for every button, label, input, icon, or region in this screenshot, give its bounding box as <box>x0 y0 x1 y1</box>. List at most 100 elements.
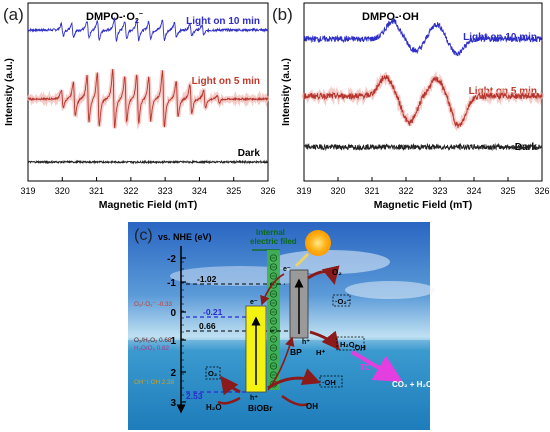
energy-axis-title: vs. NHE (eV) <box>158 232 212 242</box>
panel-b: (b) DMPO-·OH Intensity (a.u.) Magnetic F… <box>272 2 550 211</box>
field-label-2: electric filed <box>250 237 297 246</box>
x-tick-label: 320 <box>55 186 70 196</box>
o2-oxidation-arrow <box>220 375 241 396</box>
level-value-1: -1.02 <box>197 274 217 284</box>
bp-electron: e⁻ <box>283 266 291 273</box>
bp-label: BP <box>290 347 302 357</box>
x-tick-label: 320 <box>330 186 345 196</box>
species-oh: OH <box>306 402 318 411</box>
charge-symbol <box>269 353 278 361</box>
species-hydroxyl-2: ·OH <box>352 343 366 352</box>
series-line-a-1 <box>27 68 269 129</box>
panel-a-ylabel: Intensity (a.u.) <box>4 58 15 126</box>
sun-icon <box>305 230 331 256</box>
panel-b-label: (b) <box>272 5 293 24</box>
x-tick-label: 323 <box>158 186 173 196</box>
redox-label-3: H₂O/O₂ 0.82 <box>134 345 169 352</box>
panel-a-plot <box>26 16 270 165</box>
hydroxyl-arrow <box>267 368 321 390</box>
electron-transfer-arrow <box>260 273 285 306</box>
x-tick-label: 325 <box>226 186 241 196</box>
charge-symbol <box>269 362 278 370</box>
charge-symbol <box>269 308 278 316</box>
tc-degradation-arrow <box>350 350 403 383</box>
energy-tick-label: 0 <box>170 308 176 319</box>
x-tick-label: 326 <box>260 186 275 196</box>
species-products: CO₂ + H₂O <box>392 380 432 389</box>
redox-label-4: OH⁻/·OH 2.38 <box>134 379 175 386</box>
energy-axis-ticks: -2 -1 0 1 2 3 <box>167 254 186 409</box>
light-ray <box>294 252 310 268</box>
panel-a-label-dark: Dark <box>238 148 261 159</box>
energy-tick-label: -1 <box>167 278 176 289</box>
species-superoxide: ·O₂⁻ <box>335 297 351 306</box>
series-line-b-0 <box>303 18 543 57</box>
redox-label-1: O₂/·O₂⁻ -0.33 <box>134 301 172 308</box>
species-proton: H⁺ <box>316 348 325 357</box>
panel-b-label-dark: Dark <box>515 142 538 153</box>
charge-symbol <box>269 263 278 271</box>
series-line-a-0 <box>27 16 269 42</box>
species-o2: O₂ <box>332 268 342 277</box>
panel-b-frame <box>303 2 543 182</box>
panel-a-frame <box>27 2 269 182</box>
series-line-b-2 <box>303 142 543 152</box>
level-value-3: 0.66 <box>199 321 216 331</box>
o2-reduction-arrow <box>307 265 340 285</box>
panel-b-title: DMPO-·OH <box>362 11 419 23</box>
energy-tick-label: 2 <box>170 368 176 379</box>
species-box <box>332 294 351 307</box>
species-hydroxyl: ·OH <box>322 378 336 387</box>
panel-c-label: (c) <box>134 227 153 244</box>
charge-symbol <box>269 299 278 307</box>
series-line-b-1 <box>303 74 543 129</box>
x-tick-label: 319 <box>20 186 35 196</box>
biobr-electron: e⁻ <box>250 299 258 306</box>
bp-hole: h⁺ <box>302 339 310 346</box>
energy-tick-label: 3 <box>170 398 176 409</box>
x-tick-label: 322 <box>398 186 413 196</box>
level-value-4: 2.53 <box>186 391 203 401</box>
x-tick-label: 324 <box>466 186 481 196</box>
level-value-2: -0.21 <box>203 307 223 317</box>
charge-symbol <box>269 290 278 298</box>
panel-a-label-5min: Light on 5 min <box>192 76 260 87</box>
species-o2-oxidation: O₂ <box>208 369 217 378</box>
charge-symbol <box>269 272 278 280</box>
charge-symbol <box>269 335 278 343</box>
biobr-hole: h⁺ <box>250 395 258 402</box>
x-tick-label: 326 <box>534 186 549 196</box>
x-tick-label: 319 <box>296 186 311 196</box>
x-tick-label: 322 <box>123 186 138 196</box>
panel-a-label: (a) <box>3 5 24 24</box>
x-tick-label: 323 <box>432 186 447 196</box>
x-tick-label: 324 <box>192 186 207 196</box>
series-line-a-2 <box>27 159 269 165</box>
water-arrow <box>217 396 241 405</box>
panel-a-label-10min: Light on 10 min <box>186 16 260 27</box>
panel-b-plot <box>302 18 544 152</box>
series-glow-b <box>302 70 544 132</box>
panel-a-xlabel: Magnetic Field (mT) <box>99 199 198 211</box>
charge-symbol <box>269 317 278 325</box>
charge-symbol <box>269 326 278 334</box>
field-label-1: Internal <box>256 228 285 237</box>
x-tick-label: 325 <box>500 186 515 196</box>
cloud <box>270 250 390 274</box>
x-tick-label: 321 <box>89 186 104 196</box>
energy-tick-label: 1 <box>170 336 176 347</box>
panel-b-xlabel: Magnetic Field (mT) <box>374 199 473 211</box>
species-tc: TC <box>360 363 371 372</box>
species-box <box>336 336 365 351</box>
x-tick-label: 321 <box>364 186 379 196</box>
oh-arrow <box>281 394 309 407</box>
biobr-label: BiOBr <box>248 403 273 413</box>
species-box <box>205 366 221 380</box>
charge-symbol <box>269 254 278 262</box>
panel-b-ylabel: Intensity (a.u.) <box>281 58 292 126</box>
energy-tick-label: -2 <box>167 254 176 265</box>
cloud <box>345 281 435 299</box>
panel-c: (c) vs. NHE (eV) -2 -1 0 1 2 3 Internal elect… <box>128 222 435 430</box>
h2o2-arrow <box>309 330 340 351</box>
